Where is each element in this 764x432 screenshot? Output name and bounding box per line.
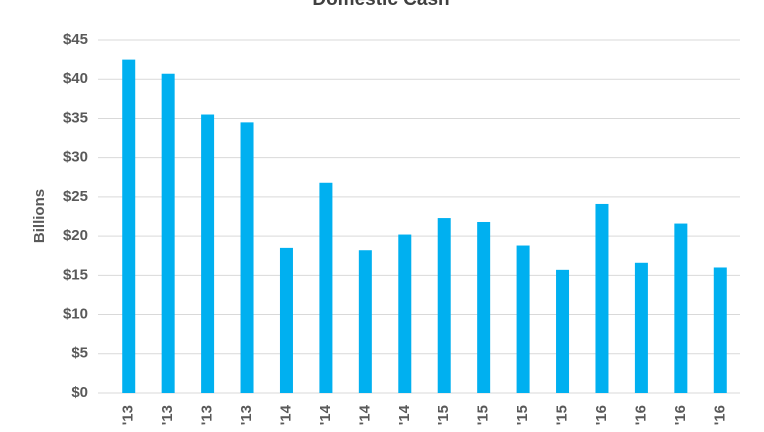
bar (358, 250, 372, 393)
bar (319, 182, 333, 393)
x-tick-label: '16 (593, 405, 610, 425)
bar (516, 245, 530, 393)
x-tick-label: '13 (159, 405, 176, 425)
y-tick-label: $40 (63, 70, 88, 87)
x-tick-label: '14 (356, 404, 373, 425)
x-tick-label: '15 (514, 405, 531, 425)
bar (477, 221, 491, 393)
x-tick-label: '13 (199, 405, 216, 425)
bar (634, 262, 648, 393)
y-tick-label: $15 (63, 266, 88, 283)
bar (437, 218, 451, 393)
x-tick-label: '14 (396, 404, 413, 425)
bar (122, 59, 136, 393)
y-tick-label: $35 (63, 109, 88, 126)
y-tick-label: $20 (63, 227, 88, 244)
bar (713, 267, 727, 393)
chart-title: Domestic Cash (312, 0, 449, 10)
bar (201, 114, 215, 394)
y-axis-label: Billions (31, 189, 48, 243)
x-tick-label: '15 (435, 405, 452, 425)
x-tick-label: '16 (672, 405, 689, 425)
y-tick-label: $0 (71, 384, 88, 401)
x-tick-label: '13 (120, 405, 137, 425)
x-tick-label: '15 (554, 405, 571, 425)
bar (161, 73, 175, 393)
y-tick-label: $25 (63, 188, 88, 205)
x-tick-label: '16 (711, 405, 728, 425)
y-tick-label: $45 (63, 31, 88, 48)
x-tick-label: '14 (317, 404, 334, 425)
bar (556, 269, 570, 393)
x-tick-label: '13 (238, 405, 255, 425)
x-tick-label: '14 (277, 404, 294, 425)
bar (595, 203, 609, 393)
bar (674, 223, 688, 393)
x-tick-label: '15 (475, 405, 492, 425)
bar (240, 122, 254, 393)
bar (398, 234, 412, 393)
y-tick-label: $10 (63, 306, 88, 323)
bar (279, 247, 293, 393)
y-tick-label: $30 (63, 149, 88, 166)
y-tick-label: $5 (71, 345, 88, 362)
x-tick-label: '16 (632, 405, 649, 425)
